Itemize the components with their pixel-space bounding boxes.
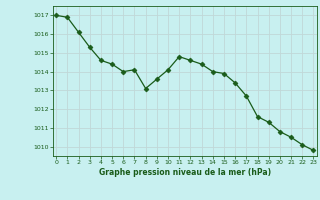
X-axis label: Graphe pression niveau de la mer (hPa): Graphe pression niveau de la mer (hPa) <box>99 168 271 177</box>
